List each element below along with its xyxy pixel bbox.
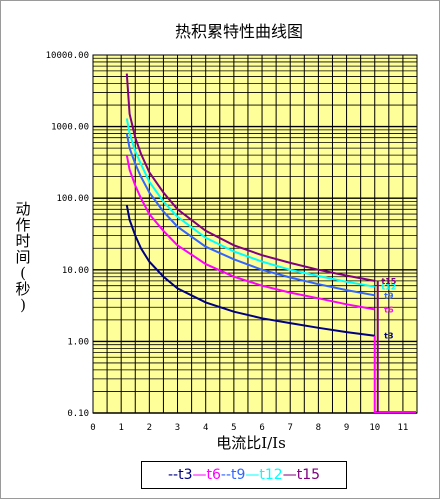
series-line-t9 — [125, 133, 375, 297]
y-tick-label: 10000.00 — [46, 51, 89, 61]
y-axis-label-char: ( — [20, 264, 26, 282]
series-line-t3 — [125, 204, 375, 337]
y-axis-label-char: 作 — [15, 216, 30, 234]
x-tick-label: 10 — [369, 423, 380, 433]
y-tick-label: 100.00 — [56, 194, 89, 204]
legend-entry-t12: —t12 — [245, 467, 283, 483]
curve-label-t12: t12 — [381, 283, 396, 292]
y-tick-label: 1.00 — [67, 337, 89, 347]
x-tick-label: 5 — [231, 423, 236, 433]
legend-entry-t3: --t3 — [167, 467, 193, 483]
legend-entry-t9: --t9 — [220, 467, 246, 483]
curve-label-t3: t3 — [384, 332, 393, 341]
curve-label-t9: t9 — [384, 291, 394, 300]
y-axis-label-char: 间 — [15, 248, 30, 266]
legend: --t3 —t6 --t9 —t12 —t15 — [141, 461, 347, 489]
x-tick-label: 3 — [175, 423, 180, 433]
x-tick-label: 1 — [118, 423, 123, 433]
x-tick-label: 0 — [90, 423, 95, 433]
curve-label-t6: t6 — [384, 305, 394, 314]
chart-title: 热积累特性曲线图 — [175, 22, 303, 41]
legend-entry-t6: —t6 — [192, 467, 221, 483]
y-tick-label: 10.00 — [62, 266, 89, 276]
x-tick-label: 2 — [147, 423, 152, 433]
x-tick-label: 11 — [397, 423, 408, 433]
plot-area — [92, 54, 418, 414]
x-tick-label: 9 — [344, 423, 349, 433]
cutoff-line — [373, 335, 416, 413]
y-axis-label-char: 秒 — [15, 280, 30, 298]
x-tick-label: 8 — [316, 423, 321, 433]
x-tick-label: 6 — [259, 423, 264, 433]
series-line-t6 — [125, 154, 375, 311]
legend-entry-t15: —t15 — [282, 467, 321, 483]
series-line-t15 — [125, 73, 375, 282]
x-tick-label: 4 — [203, 423, 208, 433]
y-axis-label-char: 时 — [15, 232, 30, 250]
y-axis-label-char: 动 — [15, 200, 30, 218]
y-tick-label: 0.10 — [67, 409, 89, 419]
series-line-t12 — [125, 118, 375, 288]
y-axis-label-char: ) — [20, 296, 26, 314]
x-tick-label: 7 — [288, 423, 293, 433]
curve-label-t15: t15 — [381, 277, 396, 286]
x-axis-label: 电流比I/Is — [216, 434, 286, 452]
y-tick-label: 1000.00 — [51, 123, 89, 133]
series-group — [125, 73, 416, 413]
